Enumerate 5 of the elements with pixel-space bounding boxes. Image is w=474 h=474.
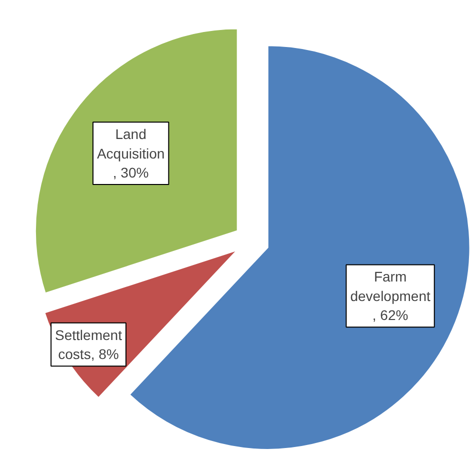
slice-label: Farm development	[350, 268, 430, 304]
data-label: , 62%	[372, 307, 408, 324]
data-label: , 30%	[112, 164, 149, 180]
slice-label: Settlement costs, 8%	[55, 326, 122, 362]
slice-label: Land Acquisition	[96, 126, 165, 162]
